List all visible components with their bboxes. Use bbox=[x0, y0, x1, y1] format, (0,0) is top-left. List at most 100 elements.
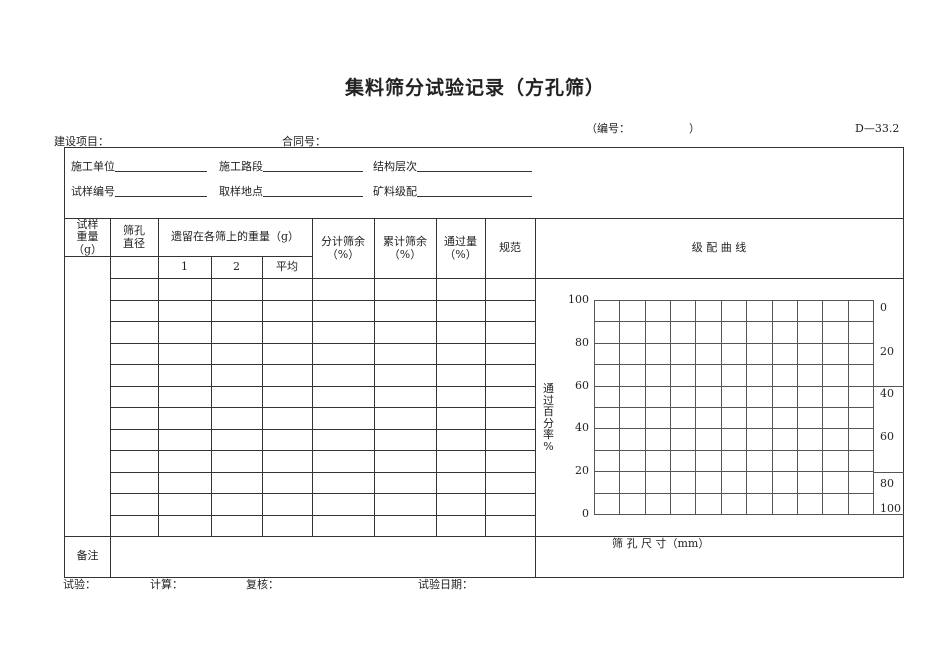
table-cell[interactable] bbox=[212, 301, 262, 322]
table-cell[interactable] bbox=[159, 430, 211, 451]
table-cell[interactable] bbox=[263, 387, 312, 408]
table-cell[interactable] bbox=[486, 322, 535, 343]
table-cell[interactable] bbox=[437, 301, 485, 322]
table-cell[interactable] bbox=[437, 408, 485, 429]
table-cell[interactable] bbox=[313, 387, 374, 408]
table-cell[interactable] bbox=[159, 408, 211, 429]
table-cell[interactable] bbox=[313, 365, 374, 386]
table-cell[interactable] bbox=[212, 344, 262, 365]
table-cell[interactable] bbox=[159, 344, 211, 365]
table-cell[interactable] bbox=[375, 322, 436, 343]
table-cell[interactable] bbox=[159, 322, 211, 343]
table-cell[interactable] bbox=[437, 387, 485, 408]
table-cell[interactable] bbox=[111, 387, 158, 408]
table-cell[interactable] bbox=[313, 516, 374, 537]
table-cell[interactable] bbox=[212, 387, 262, 408]
table-cell[interactable] bbox=[313, 451, 374, 472]
table-cell[interactable] bbox=[486, 365, 535, 386]
table-cell[interactable] bbox=[111, 408, 158, 429]
table-cell[interactable] bbox=[263, 451, 312, 472]
table-cell[interactable] bbox=[212, 365, 262, 386]
table-cell[interactable] bbox=[159, 494, 211, 515]
table-cell[interactable] bbox=[375, 344, 436, 365]
table-cell[interactable] bbox=[375, 387, 436, 408]
table-cell[interactable] bbox=[111, 516, 158, 537]
table-cell[interactable] bbox=[111, 365, 158, 386]
table-cell[interactable] bbox=[437, 344, 485, 365]
table-cell[interactable] bbox=[313, 473, 374, 494]
table-cell[interactable] bbox=[313, 494, 374, 515]
table-cell[interactable] bbox=[375, 430, 436, 451]
table-cell[interactable] bbox=[263, 365, 312, 386]
table-cell[interactable] bbox=[159, 516, 211, 537]
table-cell[interactable] bbox=[313, 430, 374, 451]
table-cell[interactable] bbox=[159, 387, 211, 408]
remarks-field[interactable] bbox=[111, 537, 534, 577]
table-cell[interactable] bbox=[263, 473, 312, 494]
structure-layer-field[interactable] bbox=[417, 161, 532, 172]
table-cell[interactable] bbox=[486, 451, 535, 472]
table-cell[interactable] bbox=[212, 322, 262, 343]
table-cell[interactable] bbox=[486, 387, 535, 408]
table-cell[interactable] bbox=[437, 279, 485, 300]
table-cell[interactable] bbox=[159, 473, 211, 494]
table-cell[interactable] bbox=[159, 451, 211, 472]
construction-unit-field[interactable] bbox=[115, 161, 207, 172]
table-cell[interactable] bbox=[375, 451, 436, 472]
table-cell[interactable] bbox=[263, 344, 312, 365]
table-cell[interactable] bbox=[437, 516, 485, 537]
table-cell[interactable] bbox=[437, 430, 485, 451]
construction-section-field[interactable] bbox=[263, 161, 363, 172]
table-cell[interactable] bbox=[263, 430, 312, 451]
table-cell[interactable] bbox=[111, 473, 158, 494]
table-cell[interactable] bbox=[313, 408, 374, 429]
table-cell[interactable] bbox=[263, 516, 312, 537]
table-cell[interactable] bbox=[437, 322, 485, 343]
table-cell[interactable] bbox=[159, 279, 211, 300]
table-cell[interactable] bbox=[375, 279, 436, 300]
table-cell[interactable] bbox=[437, 494, 485, 515]
table-cell[interactable] bbox=[486, 408, 535, 429]
table-cell[interactable] bbox=[486, 279, 535, 300]
table-cell[interactable] bbox=[263, 322, 312, 343]
mineral-gradation-field[interactable] bbox=[417, 186, 532, 197]
table-cell[interactable] bbox=[263, 279, 312, 300]
table-cell[interactable] bbox=[263, 494, 312, 515]
table-cell[interactable] bbox=[313, 322, 374, 343]
table-cell[interactable] bbox=[375, 473, 436, 494]
table-cell[interactable] bbox=[486, 301, 535, 322]
table-cell[interactable] bbox=[159, 365, 211, 386]
table-cell[interactable] bbox=[212, 451, 262, 472]
table-cell[interactable] bbox=[111, 279, 158, 300]
table-cell[interactable] bbox=[437, 451, 485, 472]
table-cell[interactable] bbox=[486, 516, 535, 537]
table-cell[interactable] bbox=[263, 408, 312, 429]
table-cell[interactable] bbox=[375, 516, 436, 537]
table-cell[interactable] bbox=[486, 344, 535, 365]
table-cell[interactable] bbox=[486, 494, 535, 515]
table-cell[interactable] bbox=[111, 494, 158, 515]
table-cell[interactable] bbox=[437, 473, 485, 494]
table-cell[interactable] bbox=[111, 344, 158, 365]
table-cell[interactable] bbox=[313, 344, 374, 365]
table-cell[interactable] bbox=[486, 430, 535, 451]
table-cell[interactable] bbox=[437, 365, 485, 386]
table-cell[interactable] bbox=[375, 365, 436, 386]
table-cell[interactable] bbox=[212, 473, 262, 494]
table-cell[interactable] bbox=[111, 322, 158, 343]
sampling-location-field[interactable] bbox=[263, 186, 363, 197]
table-cell[interactable] bbox=[212, 516, 262, 537]
sample-no-field[interactable] bbox=[115, 186, 207, 197]
table-cell[interactable] bbox=[212, 494, 262, 515]
table-cell[interactable] bbox=[111, 430, 158, 451]
table-cell[interactable] bbox=[263, 301, 312, 322]
table-cell[interactable] bbox=[375, 408, 436, 429]
table-cell[interactable] bbox=[375, 301, 436, 322]
table-cell[interactable] bbox=[111, 301, 158, 322]
table-cell[interactable] bbox=[375, 494, 436, 515]
table-cell[interactable] bbox=[212, 279, 262, 300]
table-cell[interactable] bbox=[313, 301, 374, 322]
table-cell[interactable] bbox=[313, 279, 374, 300]
table-cell[interactable] bbox=[111, 451, 158, 472]
table-cell[interactable] bbox=[212, 430, 262, 451]
